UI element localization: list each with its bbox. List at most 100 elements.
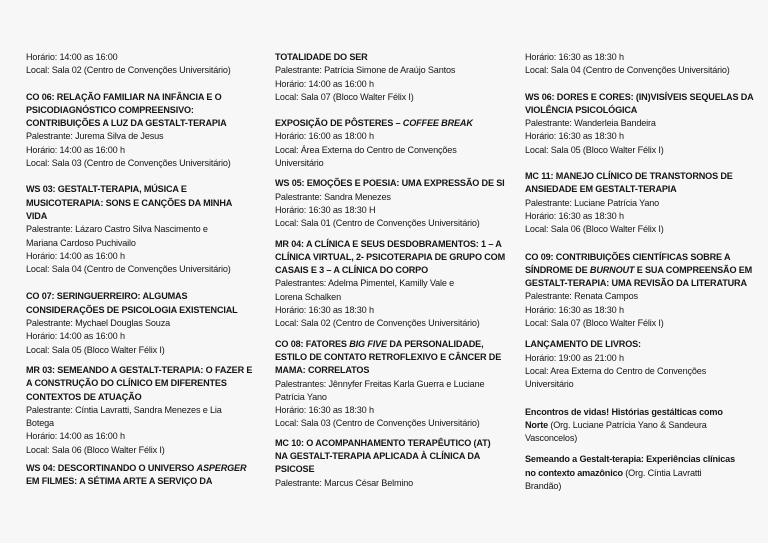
title-line: WS 06: DORES E CORES: (IN)VISÍVEIS SEQUE…	[525, 91, 754, 102]
title-line: MR 03: SEMEANDO A GESTALT-TERAPIA: O FAZ…	[26, 364, 253, 375]
schedule-entry: Semeando a Gestalt-terapia: Experiências…	[525, 453, 768, 493]
detail-line: Horário: 16:00 as 18:00 h	[275, 131, 374, 142]
schedule-entry: TOTALIDADE DO SER Palestrante: Patrícia S…	[275, 51, 520, 104]
entry-details: Palestrante: Luciane Patrícia Yano Horári…	[525, 197, 768, 237]
entry-title: WS 06: DORES E CORES: (IN)VISÍVEIS SEQUE…	[525, 91, 768, 118]
schedule-entry: CO 07: SERINGUERREIRO: ALGUMAS CONSIDERAÇ…	[26, 290, 271, 356]
detail-line: Norte (Org. Luciane Patrícia Yano & Sand…	[525, 419, 768, 432]
title-line: MC 10: O ACOMPANHAMENTO TERAPÊUTICO (AT)	[275, 437, 491, 448]
entry-details: Encontros de vidas! Histórias gestáltica…	[525, 406, 768, 446]
detail-line: Horário: 14:00 as 16:00 h	[26, 144, 125, 155]
schedule-entry: WS 03: GESTALT-TERAPIA, MÚSICA E MUSICOTE…	[26, 183, 271, 276]
bold-text: no contexto amazônico	[525, 467, 623, 478]
column-3: Horário: 16:30 as 18:30 h Local: Sala 04 …	[525, 51, 768, 493]
title-line: CO 08: FATORES BIG FIVE DA PERSONALIDADE…	[275, 338, 520, 351]
title-line: CO 09: CONTRIBUIÇÕES CIENTÍFICAS SOBRE A	[525, 251, 731, 262]
title-line: WS 05: EMOÇÕES E POESIA: UMA EXPRESSÃO D…	[275, 178, 505, 189]
schedule-entry: CO 08: FATORES BIG FIVE DA PERSONALIDADE…	[275, 338, 520, 431]
title-line: CASAIS E 3 – A CLÍNICA DO CORPO	[275, 265, 428, 276]
detail-line: Horário: 19:00 as 21:00 h	[525, 352, 624, 363]
title-line: CONTEXTOS DE ATUAÇÃO	[26, 391, 142, 402]
entry-title: WS 04: DESCORTINANDO O UNIVERSO ASPERGER…	[26, 462, 271, 489]
detail-line: Local: Area Externa do Centro de Convenç…	[525, 365, 707, 376]
entry-title: CO 08: FATORES BIG FIVE DA PERSONALIDADE…	[275, 338, 520, 378]
detail-line: Local: Sala 07 (Bloco Walter Félix I)	[525, 318, 664, 329]
bold-text: Norte	[525, 419, 548, 430]
entry-details: Palestrante: Lázaro Castro Silva Nascime…	[26, 223, 271, 276]
detail-line: Palestrante: Lázaro Castro Silva Nascime…	[26, 224, 208, 235]
detail-line: Palestrantes: Adelma Pimentel, Kamilly V…	[275, 278, 455, 289]
entry-details: Palestrante: Marcus César Belmino	[275, 477, 520, 490]
schedule-entry: Horário: 14:00 as 16:00 Local: Sala 02 (C…	[26, 51, 271, 78]
entry-title: MC 11: MANEJO CLÍNICO DE TRANSTORNOS DE A…	[525, 170, 768, 197]
detail-line: Horário: 14:00 as 16:00 h	[26, 431, 125, 442]
detail-line: Palestrante: Mychael Douglas Souza	[26, 318, 171, 329]
detail-line: Palestrantes: Jênnyfer Freitas Karla Gue…	[275, 378, 485, 389]
detail-line: Universitário	[275, 158, 324, 169]
entry-title: WS 05: EMOÇÕES E POESIA: UMA EXPRESSÃO D…	[275, 177, 520, 190]
detail-line: Local: Sala 04 (Centro de Convenções Uni…	[26, 264, 231, 275]
title-line: WS 04: DESCORTINANDO O UNIVERSO ASPERGER	[26, 462, 271, 475]
entry-details: Horário: 19:00 as 21:00 h Local: Area Ext…	[525, 352, 768, 392]
schedule-entry: WS 05: EMOÇÕES E POESIA: UMA EXPRESSÃO D…	[275, 177, 520, 230]
entry-details: Palestrantes: Adelma Pimentel, Kamilly V…	[275, 277, 520, 330]
title-line: ESTILO DE CONTATO RETROFLEXIVO E CÂNCER …	[275, 351, 502, 362]
schedule-entry: CO 09: CONTRIBUIÇÕES CIENTÍFICAS SOBRE A…	[525, 251, 768, 331]
entry-title: MC 10: O ACOMPANHAMENTO TERAPÊUTICO (AT)…	[275, 437, 520, 477]
title-line: NA GESTALT-TERAPIA APLICADA À CLÍNICA DA	[275, 451, 481, 462]
entry-details: Palestrante: Renata Campos Horário: 16:30…	[525, 290, 768, 330]
detail-line: Local: Sala 02 (Centro de Convenções Uni…	[275, 318, 480, 329]
italic-text: BIG FIVE	[349, 338, 387, 349]
title-line: GESTALT-TERAPIA: UMA REVISÃO DA LITERATU…	[525, 278, 747, 289]
entry-title: WS 03: GESTALT-TERAPIA, MÚSICA E MUSICOTE…	[26, 183, 271, 223]
detail-line: Horário: 16:30 as 18:30 h	[525, 210, 624, 221]
schedule-entry: EXPOSIÇÃO DE PÔSTERES – COFFEE BREAK Horá…	[275, 117, 520, 170]
schedule-entry: MC 10: O ACOMPANHAMENTO TERAPÊUTICO (AT)…	[275, 437, 520, 490]
detail-line: Horário: 16:30 as 18:30 h	[275, 405, 374, 416]
entry-details: Palestrante: Wanderleia Bandeira Horário:…	[525, 117, 768, 157]
title-line: CO 07: SERINGUERREIRO: ALGUMAS	[26, 291, 188, 302]
title-line: PSICODIAGNÓSTICO COMPREENSIVO:	[26, 104, 194, 115]
title-line: MC 11: MANEJO CLÍNICO DE TRANSTORNOS DE	[525, 171, 733, 182]
entry-details: Palestrante: Jurema Silva de Jesus Horári…	[26, 130, 271, 170]
detail-line: Semeando a Gestalt-terapia: Experiências…	[525, 453, 768, 466]
detail-line: Mariana Cardoso Puchivailo	[26, 237, 136, 248]
schedule-entry: Encontros de vidas! Histórias gestáltica…	[525, 406, 768, 446]
detail-line: Patrícia Yano	[275, 391, 327, 402]
schedule-entry: LANÇAMENTO DE LIVROS: Horário: 19:00 as 2…	[525, 338, 768, 391]
entry-title: TOTALIDADE DO SER	[275, 51, 520, 64]
entry-title: EXPOSIÇÃO DE PÔSTERES – COFFEE BREAK	[275, 117, 520, 130]
detail-line: Local: Sala 03 (Centro de Convenções Uni…	[26, 158, 231, 169]
italic-text: ASPERGER	[196, 463, 247, 474]
detail-line: Vasconcelos)	[525, 433, 578, 444]
detail-line: Local: Sala 06 (Bloco Walter Félix I)	[525, 224, 664, 235]
schedule-entry: MR 03: SEMEANDO A GESTALT-TERAPIA: O FAZ…	[26, 364, 271, 457]
detail-line: Encontros de vidas! Histórias gestáltica…	[525, 406, 768, 419]
text: DA PERSONALIDADE,	[386, 338, 484, 349]
column-1: Horário: 14:00 as 16:00 Local: Sala 02 (C…	[26, 51, 271, 489]
detail-line: Local: Sala 03 (Centro de Convenções Uni…	[275, 418, 480, 429]
entry-details: Horário: 16:30 as 18:30 h Local: Sala 04 …	[525, 51, 768, 78]
title-line: VIDA	[26, 210, 48, 221]
detail-line: Horário: 16:30 as 18:30 h	[275, 305, 374, 316]
schedule-entry: Horário: 16:30 as 18:30 h Local: Sala 04 …	[525, 51, 768, 78]
text: WS 04: DESCORTINANDO O UNIVERSO	[26, 463, 197, 474]
title-line: PSICOSE	[275, 464, 315, 475]
title-line: LANÇAMENTO DE LIVROS:	[525, 339, 641, 350]
entry-title: MR 03: SEMEANDO A GESTALT-TERAPIA: O FAZ…	[26, 364, 271, 404]
text: (Org. Cíntia Lavratti	[622, 467, 702, 478]
title-line: CLÍNICA VIRTUAL, 2- PSICOTERAPIA DE GRUP…	[275, 251, 506, 262]
detail-line: Local: Sala 02 (Centro de Convenções Uni…	[26, 65, 231, 76]
detail-line: Horário: 14:00 as 16:00 h	[26, 331, 125, 342]
detail-line: Horário: 16:30 as 18:30 h	[525, 52, 624, 62]
schedule-entry: MR 04: A CLÍNICA E SEUS DESDOBRAMENTOS: …	[275, 238, 520, 331]
title-line: VIOLÊNCIA PSICOLÓGICA	[525, 104, 638, 115]
detail-line: Brandão)	[525, 481, 562, 492]
text: SÍNDROME DE	[525, 264, 590, 275]
entry-title: CO 07: SERINGUERREIRO: ALGUMAS CONSIDERAÇ…	[26, 290, 271, 317]
detail-line: Horário: 14:00 as 16:00	[26, 52, 118, 62]
bold-text: Semeando a Gestalt-terapia: Experiências…	[525, 454, 735, 465]
detail-line: Palestrante: Sandra Menezes	[275, 191, 391, 202]
title-line: ANSIEDADE EM GESTALT-TERAPIA	[525, 184, 677, 195]
detail-line: Local: Sala 07 (Bloco Walter Félix I)	[275, 91, 414, 102]
